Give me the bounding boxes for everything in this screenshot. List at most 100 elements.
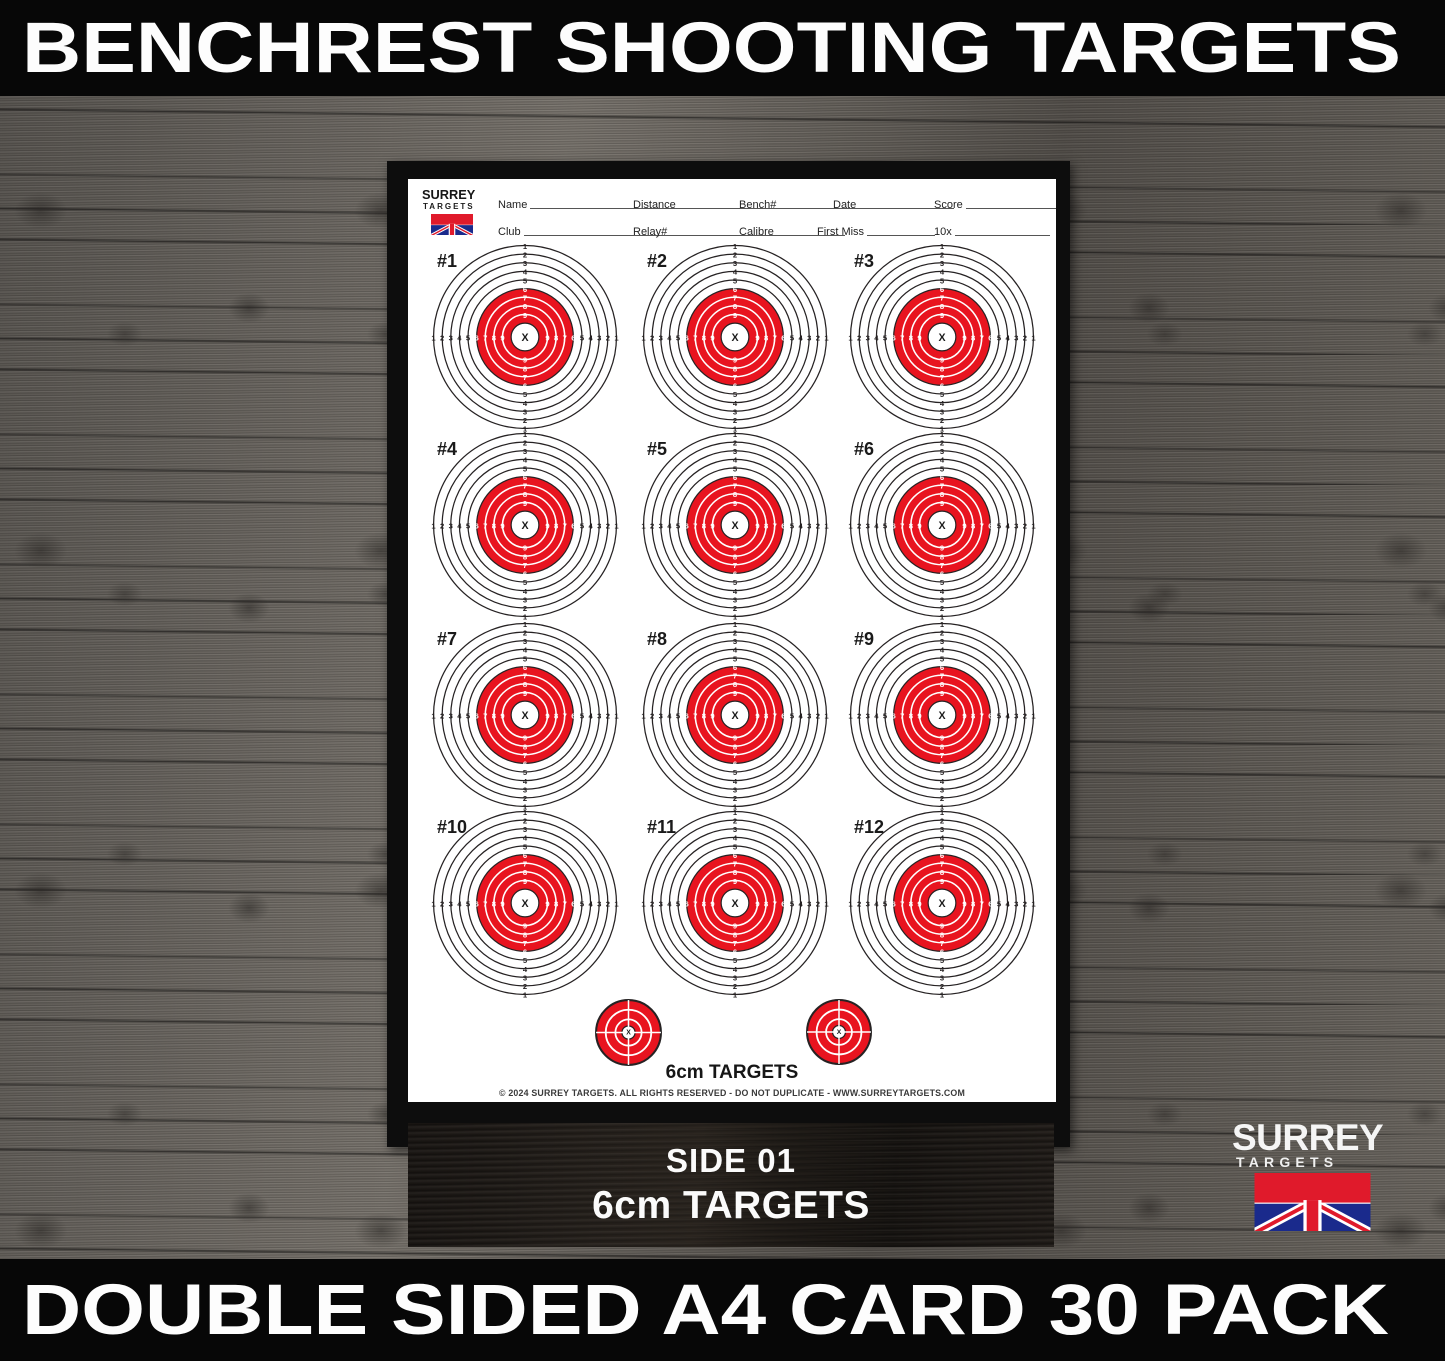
svg-text:1: 1 [848,711,853,720]
svg-text:5: 5 [523,768,528,777]
svg-text:4: 4 [1005,333,1010,342]
svg-text:6: 6 [523,851,527,860]
svg-text:3: 3 [733,595,737,604]
svg-text:7: 7 [523,672,527,681]
svg-text:6: 6 [988,899,992,908]
svg-text:8: 8 [909,333,914,342]
svg-text:5: 5 [940,842,945,851]
svg-text:3: 3 [866,333,870,342]
svg-text:4: 4 [523,399,528,408]
svg-text:7: 7 [773,899,777,908]
svg-text:4: 4 [588,333,593,342]
svg-text:5: 5 [466,521,471,530]
svg-text:9: 9 [710,521,714,530]
svg-text:7: 7 [773,333,777,342]
svg-text:6: 6 [781,899,785,908]
svg-text:5: 5 [997,521,1002,530]
svg-text:6: 6 [733,760,737,769]
svg-text:4: 4 [588,899,593,908]
svg-text:8: 8 [554,711,559,720]
svg-text:6: 6 [685,521,689,530]
svg-text:1: 1 [641,521,646,530]
svg-text:X: X [731,710,738,722]
svg-text:5: 5 [940,390,945,399]
svg-text:3: 3 [523,407,527,416]
svg-text:8: 8 [733,742,738,751]
svg-text:4: 4 [940,456,945,465]
svg-text:2: 2 [940,794,944,803]
svg-text:7: 7 [523,939,527,948]
svg-text:5: 5 [466,899,471,908]
svg-text:3: 3 [733,447,737,456]
svg-text:6: 6 [571,521,575,530]
svg-text:1: 1 [614,521,619,530]
svg-text:5: 5 [523,956,528,965]
svg-text:9: 9 [962,333,966,342]
svg-text:8: 8 [733,364,738,373]
svg-text:5: 5 [676,711,681,720]
svg-text:9: 9 [500,899,504,908]
svg-text:7: 7 [940,373,944,382]
svg-text:1: 1 [733,808,738,817]
svg-text:3: 3 [659,711,663,720]
svg-text:5: 5 [883,899,888,908]
svg-text:9: 9 [500,333,504,342]
svg-text:6: 6 [523,570,527,579]
svg-text:3: 3 [523,595,527,604]
svg-text:3: 3 [597,521,601,530]
svg-text:X: X [938,710,945,722]
svg-text:7: 7 [523,561,527,570]
svg-text:9: 9 [710,711,714,720]
svg-text:X: X [731,898,738,910]
svg-text:3: 3 [449,899,453,908]
svg-text:8: 8 [909,899,914,908]
svg-text:6: 6 [475,899,479,908]
svg-text:3: 3 [597,333,601,342]
svg-text:1: 1 [940,808,945,817]
svg-text:1: 1 [1031,333,1036,342]
svg-text:6: 6 [988,333,992,342]
svg-text:2: 2 [733,604,737,613]
svg-text:7: 7 [773,711,777,720]
svg-text:3: 3 [523,825,527,834]
svg-text:7: 7 [483,333,487,342]
svg-text:8: 8 [523,552,528,561]
svg-text:6: 6 [523,473,527,482]
svg-text:7: 7 [523,860,527,869]
svg-text:7: 7 [940,860,944,869]
svg-text:4: 4 [457,521,462,530]
svg-text:X: X [938,332,945,344]
svg-text:3: 3 [940,785,944,794]
svg-text:7: 7 [900,899,904,908]
svg-text:9: 9 [962,899,966,908]
svg-text:3: 3 [1014,899,1018,908]
svg-text:9: 9 [733,689,737,698]
svg-text:9: 9 [545,521,549,530]
svg-text:3: 3 [807,521,811,530]
svg-text:8: 8 [764,333,769,342]
svg-text:3: 3 [733,637,737,646]
svg-text:8: 8 [940,868,945,877]
svg-text:6: 6 [988,711,992,720]
svg-text:7: 7 [940,672,944,681]
svg-text:5: 5 [940,464,945,473]
svg-text:8: 8 [523,680,528,689]
svg-text:1: 1 [848,899,853,908]
svg-text:3: 3 [807,333,811,342]
svg-text:X: X [521,710,528,722]
svg-text:2: 2 [1023,711,1027,720]
svg-text:1: 1 [431,711,436,720]
svg-text:9: 9 [940,499,944,508]
svg-text:1: 1 [641,711,646,720]
svg-text:8: 8 [523,364,528,373]
svg-text:6: 6 [733,285,737,294]
svg-text:7: 7 [483,711,487,720]
svg-text:5: 5 [523,842,528,851]
svg-text:3: 3 [1014,333,1018,342]
svg-text:9: 9 [523,356,527,365]
svg-text:2: 2 [440,521,444,530]
svg-text:7: 7 [563,333,567,342]
svg-text:2: 2 [650,899,654,908]
svg-text:5: 5 [733,768,738,777]
svg-text:5: 5 [940,578,945,587]
